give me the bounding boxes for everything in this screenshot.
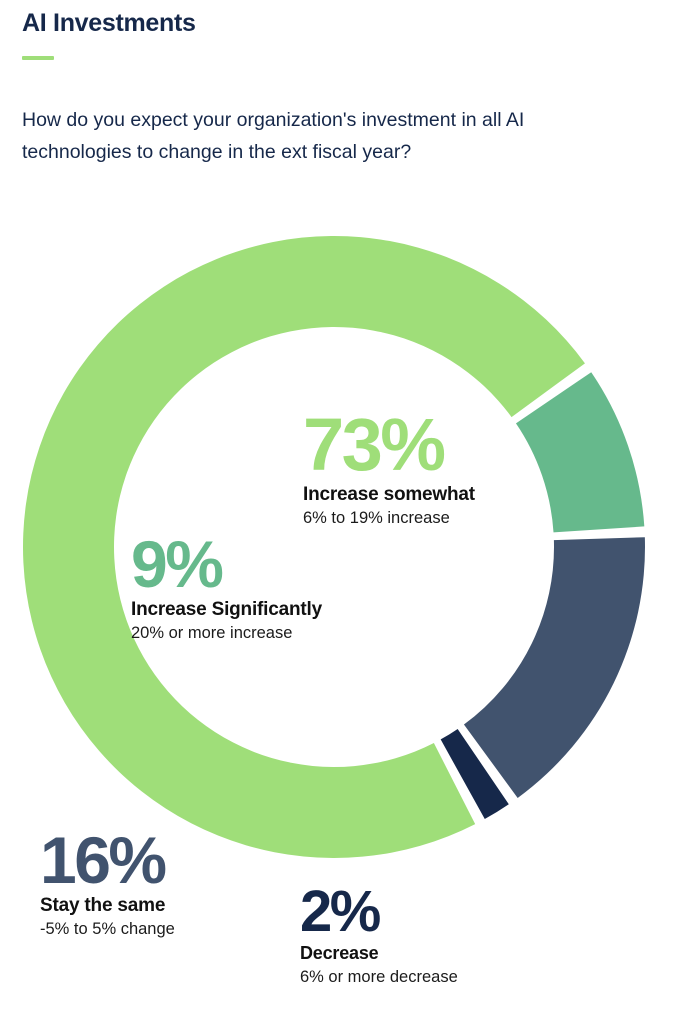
callout-label: Stay the same [40, 895, 166, 917]
callout-label: Decrease [300, 942, 379, 963]
callout-sublabel: 6% or more decrease [300, 967, 458, 986]
callout-sublabel: -5% to 5% change [40, 920, 175, 939]
callout-decrease: 2% Decrease 6% or more decrease [300, 879, 470, 988]
callout-sublabel: 6% to 19% increase [303, 508, 450, 527]
page-title: AI Investments [22, 9, 196, 37]
donut-slice-stay-the-same [463, 537, 645, 798]
callout-percent: 73% [303, 403, 446, 486]
callout-increase-somewhat: 73% Increase somewhat 6% to 19% increase [303, 403, 563, 529]
callout-percent: 16% [40, 823, 167, 897]
donut-slice-decrease [440, 728, 509, 820]
accent-dash [22, 56, 54, 60]
callout-percent: 2% [300, 879, 381, 944]
callout-sublabel: 20% or more increase [131, 624, 293, 643]
callout-label: Increase Significantly [131, 599, 322, 621]
callout-stay-the-same: 16% Stay the same -5% to 5% change [40, 823, 255, 940]
callout-label: Increase somewhat [303, 483, 475, 505]
callout-increase-significantly: 9% Increase Significantly 20% or more in… [131, 527, 331, 644]
callout-percent: 9% [131, 527, 224, 601]
question-text: How do you expect your organization's in… [22, 109, 525, 163]
header: AI Investments [22, 6, 662, 60]
